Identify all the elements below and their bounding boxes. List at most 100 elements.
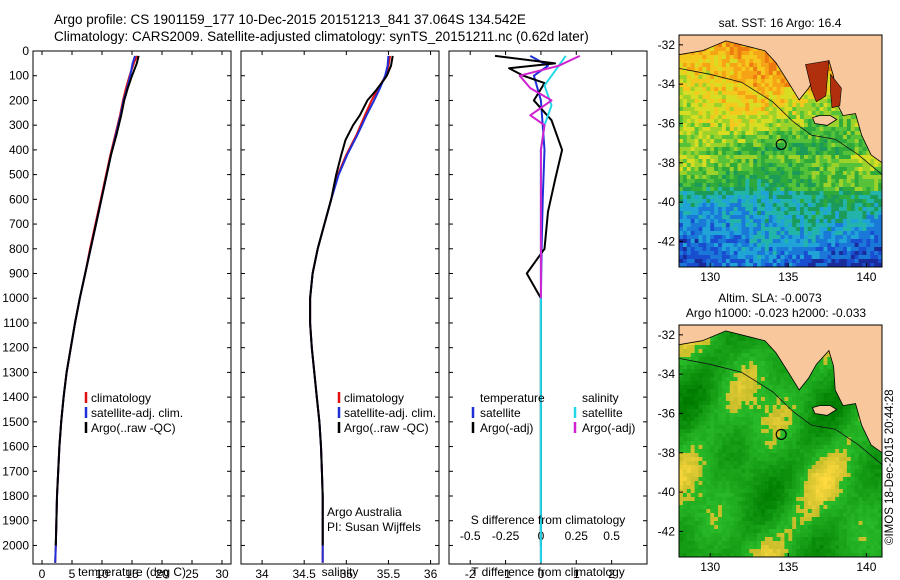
map-cell bbox=[706, 227, 711, 232]
map-cell bbox=[749, 199, 754, 204]
map-cell bbox=[854, 155, 859, 160]
map-cell bbox=[733, 369, 738, 374]
map-cell bbox=[737, 373, 742, 378]
depth-tick-label: 400 bbox=[9, 143, 29, 157]
map-cell bbox=[710, 95, 715, 100]
map-cell bbox=[788, 183, 793, 188]
map-cell bbox=[702, 211, 707, 216]
map-cell bbox=[862, 171, 867, 176]
map-cell bbox=[772, 235, 777, 240]
map-cell bbox=[835, 183, 840, 188]
map-cell bbox=[858, 171, 863, 176]
map-cell bbox=[737, 123, 742, 128]
s-diff-tick-label: -0.5 bbox=[460, 529, 481, 543]
map-cell bbox=[725, 107, 731, 112]
map-cell bbox=[835, 223, 840, 228]
map-cell bbox=[858, 441, 863, 446]
map-cell bbox=[729, 345, 735, 350]
map-cell bbox=[710, 429, 715, 434]
map-cell bbox=[745, 231, 750, 236]
map-cell bbox=[729, 333, 735, 338]
map-cell bbox=[768, 247, 774, 252]
map-cell bbox=[776, 171, 781, 176]
map-cell bbox=[772, 433, 777, 438]
map-cell bbox=[764, 107, 770, 112]
map-cell bbox=[690, 259, 696, 264]
map-cell bbox=[811, 239, 817, 244]
map-cell bbox=[815, 231, 820, 236]
map-cell bbox=[800, 175, 805, 180]
map-cell bbox=[788, 147, 793, 152]
map-cell bbox=[772, 187, 777, 192]
map-cell bbox=[842, 175, 848, 180]
depth-tick-label: 1300 bbox=[2, 365, 29, 379]
map-cell bbox=[706, 421, 711, 426]
map-cell bbox=[815, 445, 820, 450]
map-cell bbox=[710, 159, 715, 164]
map-cell bbox=[831, 131, 836, 136]
map-cell bbox=[686, 397, 692, 402]
map-cell bbox=[800, 159, 805, 164]
map-cell bbox=[784, 239, 789, 244]
map-cell bbox=[878, 211, 882, 216]
map-cell bbox=[800, 433, 805, 438]
map-cell bbox=[760, 425, 766, 430]
map-cell bbox=[827, 417, 832, 422]
map-cell bbox=[866, 223, 871, 228]
map-cell bbox=[878, 203, 882, 208]
map-cell bbox=[721, 75, 727, 80]
map-cell bbox=[686, 441, 692, 446]
map-cell bbox=[686, 349, 692, 354]
map-cell bbox=[772, 425, 777, 430]
map-cell bbox=[819, 373, 824, 378]
map-cell bbox=[835, 159, 840, 164]
map-cell bbox=[745, 95, 750, 100]
map-cell bbox=[835, 191, 840, 196]
map-cell bbox=[686, 63, 692, 68]
map-cell bbox=[749, 79, 754, 84]
map-cell bbox=[710, 127, 715, 132]
map-cell bbox=[819, 393, 824, 398]
map-cell bbox=[686, 151, 692, 156]
map-cell bbox=[807, 449, 813, 454]
map-cell bbox=[718, 333, 723, 338]
map-cell bbox=[694, 259, 699, 264]
map-cell bbox=[690, 103, 696, 108]
map-cell bbox=[776, 425, 781, 430]
map-cell bbox=[772, 377, 777, 382]
map-cell bbox=[842, 199, 848, 204]
map-cell bbox=[760, 381, 766, 386]
map-cell bbox=[737, 397, 742, 402]
map-cell bbox=[686, 135, 692, 140]
map-cell bbox=[718, 47, 723, 52]
map-cell bbox=[737, 139, 742, 144]
map-cell bbox=[753, 231, 758, 236]
map-cell bbox=[811, 373, 817, 378]
map-cell bbox=[792, 409, 797, 414]
map-cell bbox=[831, 199, 836, 204]
map-cell bbox=[784, 235, 789, 240]
map-cell bbox=[870, 247, 875, 252]
map-cell bbox=[710, 425, 715, 430]
map-cell bbox=[718, 71, 723, 76]
map-cell bbox=[874, 159, 879, 164]
map-cell bbox=[733, 397, 738, 402]
map-cell bbox=[757, 127, 762, 132]
map-cell bbox=[827, 223, 832, 228]
map-cell bbox=[745, 139, 750, 144]
map-cell bbox=[772, 243, 777, 248]
map-cell bbox=[741, 389, 746, 394]
map-cell bbox=[694, 55, 699, 60]
map-cell bbox=[842, 449, 848, 454]
map-cell bbox=[721, 389, 727, 394]
map-cell bbox=[862, 143, 867, 148]
map-cell bbox=[842, 115, 848, 120]
lon-tick-label: 130 bbox=[700, 270, 720, 284]
map-cell bbox=[835, 131, 840, 136]
map-cell bbox=[694, 147, 699, 152]
map-cell bbox=[815, 191, 820, 196]
x-tick-label: 36 bbox=[424, 567, 438, 580]
map-cell bbox=[764, 369, 770, 374]
map-cell bbox=[741, 47, 746, 52]
map-cell bbox=[827, 171, 832, 176]
